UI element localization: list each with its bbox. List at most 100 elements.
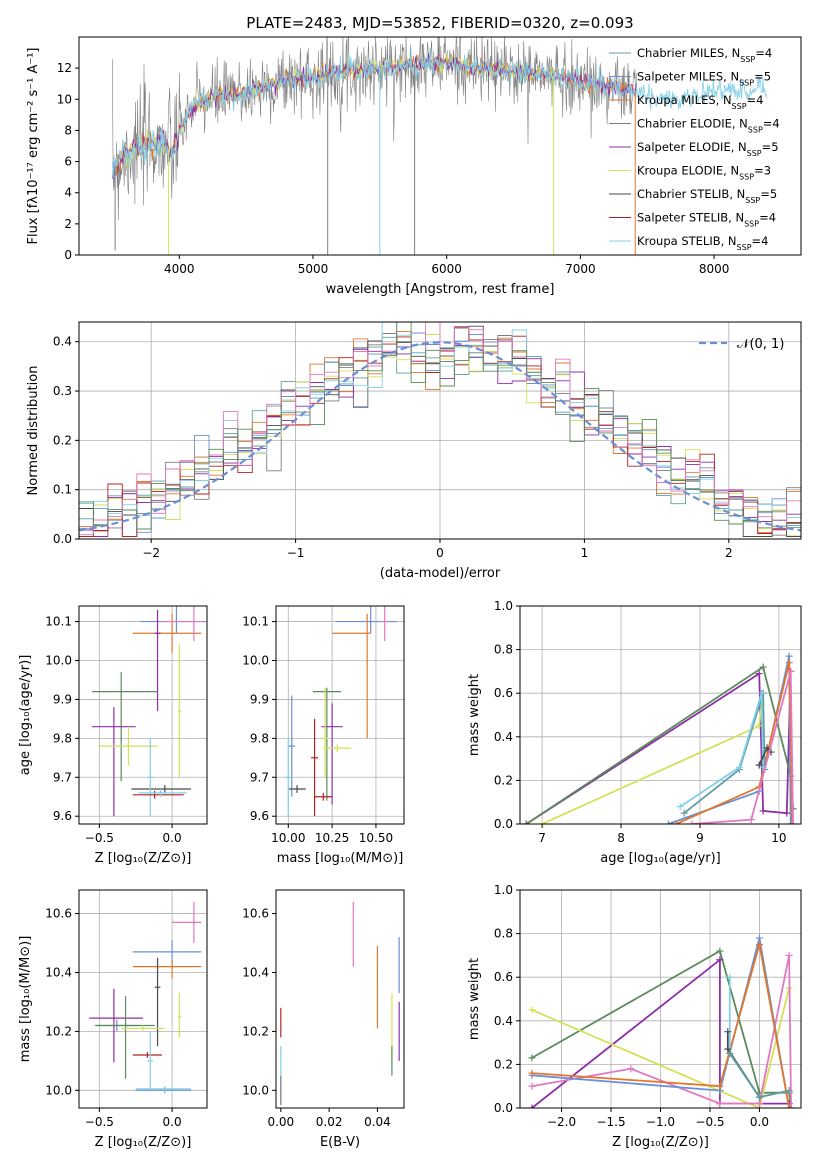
weight-point-marker xyxy=(755,1100,763,1108)
legend-label-suffix: =4 xyxy=(759,211,776,225)
y-tick-label: 10.6 xyxy=(242,907,269,921)
figure-title: PLATE=2483, MJD=53852, FIBERID=0320, z=0… xyxy=(246,14,633,32)
x-axis-label: Z [log₁₀(Z/Z⊙)] xyxy=(612,1135,709,1150)
legend-label-main: Kroupa MILES, N xyxy=(637,93,732,107)
weight-series-line xyxy=(531,944,790,1108)
weight-series-line xyxy=(525,671,792,824)
normal-curve xyxy=(79,341,801,532)
x-tick-label: −0.5 xyxy=(695,1115,724,1129)
weight-point-marker xyxy=(789,820,797,824)
legend-label-main: Salpeter STELIB, N xyxy=(637,211,744,225)
legend-label-sub: SSP xyxy=(747,149,762,158)
chart-z_weight: −2.0 −1.5 −1.0 −0.5 0.0 0.0 0.2 0.4 0.6 0.8 1.0 Z [… xyxy=(467,883,802,1150)
legend-label-sub: SSP xyxy=(732,102,747,111)
plot-area-residuals xyxy=(79,322,801,537)
legend-label: Kroupa MILES, NSSP=4 xyxy=(637,93,763,111)
weight-point-marker xyxy=(724,1028,732,1036)
y-tick-label: 9.6 xyxy=(250,809,269,823)
histogram-step xyxy=(79,322,801,530)
chart-z_age: −0.5 0.0 9.6 9.7 9.8 9.9 10.0 10.1 Z [log₁₀(Z/Z⊙… xyxy=(18,605,208,866)
x-tick-label: 7000 xyxy=(565,262,596,276)
weight-point-marker xyxy=(758,689,766,697)
weight-point-marker xyxy=(716,1082,724,1090)
weight-series-line xyxy=(683,692,766,814)
y-tick-label: 10.0 xyxy=(242,654,269,668)
x-tick-label: 2 xyxy=(725,546,733,560)
legend-label-suffix: =5 xyxy=(760,187,777,201)
y-tick-label: 1.0 xyxy=(494,599,513,613)
weight-point-marker xyxy=(785,659,793,667)
x-tick-label: 10 xyxy=(771,831,786,845)
weight-point-marker xyxy=(747,816,755,824)
legend-label-sub: SSP xyxy=(745,196,760,205)
x-tick-label: 0 xyxy=(436,546,444,560)
y-tick-label: 0.0 xyxy=(494,1101,513,1115)
y-tick-label: 0.4 xyxy=(494,730,513,744)
weight-series-line xyxy=(531,955,792,1108)
y-axis-label: age [log₁₀(age/yr)] xyxy=(18,655,33,776)
weight-point-marker xyxy=(528,1104,536,1108)
y-tick-label: 10.2 xyxy=(242,1024,269,1038)
y-tick-label: 0.0 xyxy=(53,532,72,546)
legend-label: Salpeter MILES, NSSP=5 xyxy=(637,70,771,88)
chart-ebv_mass: 0.00 0.02 0.04 10.0 10.2 10.4 10.6 E(B-V) xyxy=(242,889,405,1150)
legend-label: Chabrier MILES, NSSP=4 xyxy=(637,46,772,64)
y-tick-label: 12 xyxy=(57,61,72,75)
weight-point-marker xyxy=(785,951,793,959)
weight-point-marker xyxy=(716,956,724,964)
x-tick-label: 6000 xyxy=(431,262,462,276)
x-axis-label: Z [log₁₀(Z/Z⊙)] xyxy=(95,851,192,866)
x-tick-label: 10.00 xyxy=(271,831,305,845)
x-tick-label: −0.5 xyxy=(85,1115,114,1129)
legend-label-suffix: =4 xyxy=(763,117,780,131)
y-tick-label: 0.4 xyxy=(53,335,72,349)
y-tick-label: 9.8 xyxy=(53,731,72,745)
weight-point-marker xyxy=(724,1045,732,1053)
histogram-step xyxy=(79,322,801,536)
legend-label-suffix: =5 xyxy=(754,70,771,84)
y-axis-label: Normed distribution xyxy=(26,366,41,496)
y-tick-label: 0.2 xyxy=(53,433,72,447)
weight-point-marker xyxy=(726,1050,734,1057)
y-tick-label: 9.7 xyxy=(53,770,72,784)
weight-point-marker xyxy=(528,1082,536,1090)
weight-point-marker xyxy=(538,820,546,824)
legend-label-suffix: =3 xyxy=(754,164,771,178)
plot-frame xyxy=(78,36,802,256)
y-tick-label: 4 xyxy=(64,186,72,200)
y-tick-label: 10.1 xyxy=(45,615,72,629)
weight-point-marker xyxy=(672,820,680,824)
y-tick-label: 9.6 xyxy=(53,809,72,823)
chart-mass_age: 10.00 10.25 10.50 9.6 9.7 9.8 9.9 10.0 10.1 mass … xyxy=(242,605,405,866)
plot-area-spectrum xyxy=(112,37,768,255)
legend-label-main: Kroupa STELIB, N xyxy=(637,234,737,248)
legend-label-suffix: =5 xyxy=(762,140,779,154)
weight-point-marker xyxy=(716,1100,724,1108)
y-tick-label: 10.0 xyxy=(45,654,72,668)
legend-label: Chabrier ELODIE, NSSP=4 xyxy=(637,117,780,135)
y-tick-label: 0.8 xyxy=(494,927,513,941)
y-axis-label: Flux [fλ10⁻¹⁷ erg cm⁻² s⁻¹ A⁻¹] xyxy=(26,48,41,245)
weight-point-marker xyxy=(763,744,771,752)
plot-area-mass_age xyxy=(284,606,397,817)
x-tick-label: 8 xyxy=(617,831,625,845)
legend-label-sub: SSP xyxy=(737,243,752,252)
plot-frame xyxy=(78,605,208,825)
legend-label-sub: SSP xyxy=(748,125,763,134)
plot-frame xyxy=(78,889,208,1109)
plot-frame xyxy=(275,889,405,1109)
weight-point-marker xyxy=(688,820,696,824)
legend-label: Chabrier STELIB, NSSP=5 xyxy=(637,187,777,205)
x-tick-label: 0.0 xyxy=(163,831,182,845)
weight-series-line xyxy=(525,665,794,824)
plot-frame xyxy=(519,605,802,825)
y-tick-label: 9.8 xyxy=(250,731,269,745)
weight-point-marker xyxy=(627,1065,635,1073)
y-tick-label: 10.4 xyxy=(242,965,269,979)
y-tick-label: 8 xyxy=(64,123,72,137)
weight-point-marker xyxy=(787,667,795,675)
y-axis-label: mass weight xyxy=(467,674,482,756)
weight-point-marker xyxy=(726,973,734,981)
weight-point-marker xyxy=(528,1006,536,1014)
plot-area-z_weight xyxy=(528,934,795,1108)
